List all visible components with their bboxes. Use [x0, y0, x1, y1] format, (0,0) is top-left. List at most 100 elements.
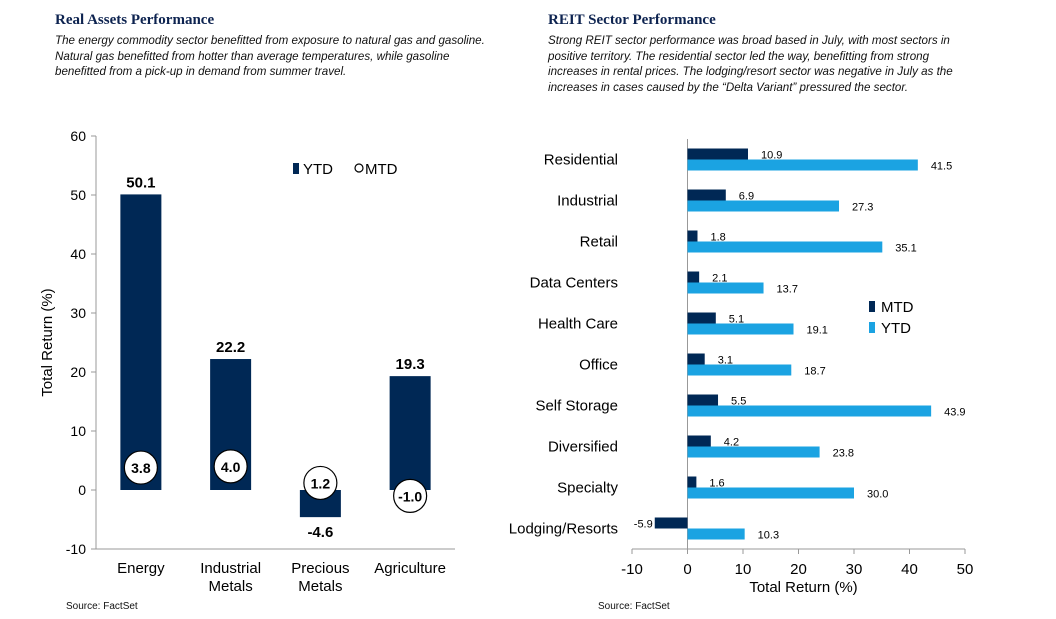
ytd-bar — [687, 528, 745, 540]
mtd-marker — [393, 478, 428, 513]
ytd-bar — [389, 376, 431, 490]
x-category-label: Metals — [209, 578, 253, 595]
mtd-data-label: 5.1 — [729, 314, 744, 326]
mtd-bar — [687, 189, 726, 201]
reit-panel: REIT Sector Performance Strong REIT sect… — [509, 0, 1056, 619]
mtd-bar — [687, 312, 716, 324]
ytd-data-label: 18.7 — [804, 366, 825, 378]
legend-mtd-label: MTD — [365, 161, 398, 178]
legend-mtd-marker — [354, 163, 364, 173]
mtd-bar — [687, 394, 719, 406]
reit-title: REIT Sector Performance — [548, 12, 716, 28]
mtd-data-label: 6.9 — [739, 191, 754, 203]
mtd-data-label: 4.0 — [221, 459, 241, 475]
y-tick-label: 10 — [70, 423, 86, 439]
category-label: Self Storage — [535, 398, 618, 415]
ytd-bar — [687, 364, 792, 376]
y-tick-label: 40 — [70, 246, 86, 262]
ytd-bar — [687, 282, 764, 294]
ytd-bar — [687, 241, 883, 253]
ytd-data-label: 35.1 — [895, 243, 916, 255]
mtd-data-label: 3.1 — [718, 355, 733, 367]
x-category-label: Industrial — [200, 560, 261, 577]
x-category-label: Agriculture — [374, 560, 446, 577]
real-assets-description: The energy commodity sector benefitted f… — [55, 34, 485, 78]
y-tick-label: 20 — [70, 364, 86, 380]
mtd-data-label: 3.8 — [131, 460, 151, 476]
ytd-data-label: -4.6 — [307, 524, 333, 541]
y-tick-label: 60 — [70, 128, 86, 144]
x-axis-title: Total Return (%) — [749, 579, 857, 596]
ytd-data-label: 43.9 — [944, 407, 965, 419]
y-tick-label: 30 — [70, 305, 86, 321]
mtd-data-label: 2.1 — [712, 273, 727, 285]
y-tick-label: 50 — [70, 187, 86, 203]
ytd-data-label: 19.3 — [396, 356, 425, 373]
ytd-bar — [120, 194, 162, 490]
ytd-bar — [687, 405, 932, 417]
category-label: Lodging/Resorts — [509, 521, 618, 538]
category-label: Residential — [544, 152, 618, 169]
ytd-bar — [687, 487, 854, 499]
reit-description: Strong REIT sector performance was broad… — [548, 34, 953, 94]
real-assets-source: Source: FactSet — [66, 601, 138, 612]
ytd-data-label: 50.1 — [126, 174, 155, 191]
mtd-data-label: 1.2 — [311, 475, 331, 491]
y-tick-label: -10 — [66, 541, 86, 557]
ytd-data-label: 19.1 — [807, 325, 828, 337]
category-label: Health Care — [538, 316, 618, 333]
mtd-marker — [303, 465, 338, 501]
mtd-marker — [123, 450, 158, 485]
x-tick-label: -10 — [621, 561, 643, 578]
category-label: Diversified — [548, 439, 618, 456]
category-label: Office — [579, 357, 618, 374]
x-tick-label: 20 — [790, 561, 807, 578]
x-category-label: Precious — [291, 560, 349, 577]
mtd-data-label: -5.9 — [634, 519, 653, 531]
mtd-data-label: 1.8 — [710, 232, 725, 244]
x-tick-label: 0 — [683, 561, 691, 578]
mtd-bar — [687, 353, 705, 365]
x-category-label: Energy — [117, 560, 165, 577]
mtd-bar — [687, 230, 698, 242]
ytd-data-label: 22.2 — [216, 339, 245, 356]
x-tick-label: 50 — [957, 561, 974, 578]
ytd-data-label: 10.3 — [758, 530, 779, 542]
legend-ytd-label: YTD — [881, 320, 911, 337]
legend-mtd-swatch — [869, 301, 875, 312]
ytd-bar — [687, 159, 918, 171]
mtd-marker — [213, 449, 248, 484]
y-axis-title: Total Return (%) — [39, 288, 56, 396]
ytd-bar — [687, 446, 820, 458]
ytd-data-label: 13.7 — [777, 284, 798, 296]
mtd-bar — [687, 271, 700, 283]
ytd-bar — [687, 323, 794, 335]
x-tick-label: 30 — [846, 561, 863, 578]
mtd-bar — [654, 517, 688, 529]
mtd-data-label: 10.9 — [761, 150, 782, 162]
mtd-bar — [687, 476, 697, 488]
ytd-data-label: 41.5 — [931, 161, 952, 173]
reit-source: Source: FactSet — [598, 601, 670, 612]
y-tick-label: 0 — [78, 482, 86, 498]
ytd-data-label: 30.0 — [867, 489, 888, 501]
real-assets-chart: -10 0 10 20 30 40 50 60 Total Return (%) 50.1 3.8 E… — [39, 128, 455, 595]
legend-ytd-label: YTD — [303, 161, 333, 178]
x-category-label: Metals — [298, 578, 342, 595]
x-tick-label: 10 — [735, 561, 752, 578]
mtd-data-label: -1.0 — [398, 488, 422, 504]
mtd-bar — [687, 148, 748, 160]
mtd-data-label: 4.2 — [724, 437, 739, 449]
category-label: Retail — [580, 234, 618, 251]
legend-mtd-label: MTD — [881, 299, 914, 316]
mtd-bar — [687, 435, 711, 447]
reit-chart: -10 0 10 20 30 40 50 Total Return (%) Residentia… — [509, 139, 974, 596]
legend-ytd-swatch — [293, 163, 299, 174]
mtd-data-label: 5.5 — [731, 396, 746, 408]
legend-ytd-swatch — [869, 322, 875, 333]
real-assets-panel: Real Assets Performance The energy commo… — [0, 0, 520, 619]
ytd-data-label: 23.8 — [833, 448, 854, 460]
x-tick-label: 40 — [901, 561, 918, 578]
ytd-data-label: 27.3 — [852, 202, 873, 214]
mtd-data-label: 1.6 — [709, 478, 724, 490]
